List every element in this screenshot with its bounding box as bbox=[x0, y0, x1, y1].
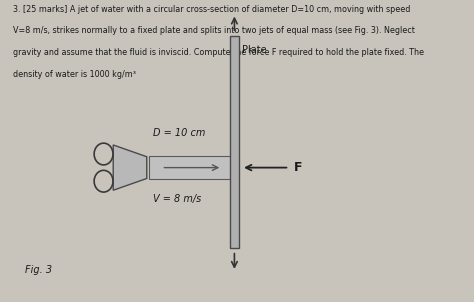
Text: D = 10 cm: D = 10 cm bbox=[153, 128, 205, 138]
Text: gravity and assume that the fluid is inviscid. Compute the force F required to h: gravity and assume that the fluid is inv… bbox=[13, 48, 424, 57]
Text: 3. [25 marks] A jet of water with a circular cross-section of diameter D=10 cm, : 3. [25 marks] A jet of water with a circ… bbox=[13, 5, 410, 14]
Text: Plate: Plate bbox=[242, 45, 267, 55]
Text: V=8 m/s, strikes normally to a fixed plate and splits into two jets of equal mas: V=8 m/s, strikes normally to a fixed pla… bbox=[13, 26, 414, 35]
Text: F: F bbox=[294, 161, 303, 174]
Bar bbox=[231, 179, 238, 248]
Text: V = 8 m/s: V = 8 m/s bbox=[153, 194, 201, 204]
Polygon shape bbox=[113, 145, 147, 190]
Bar bbox=[230, 36, 239, 248]
Bar bbox=[231, 36, 238, 156]
Text: density of water is 1000 kg/m³: density of water is 1000 kg/m³ bbox=[13, 70, 136, 79]
Bar bbox=[149, 156, 233, 179]
Text: Fig. 3: Fig. 3 bbox=[25, 265, 52, 275]
